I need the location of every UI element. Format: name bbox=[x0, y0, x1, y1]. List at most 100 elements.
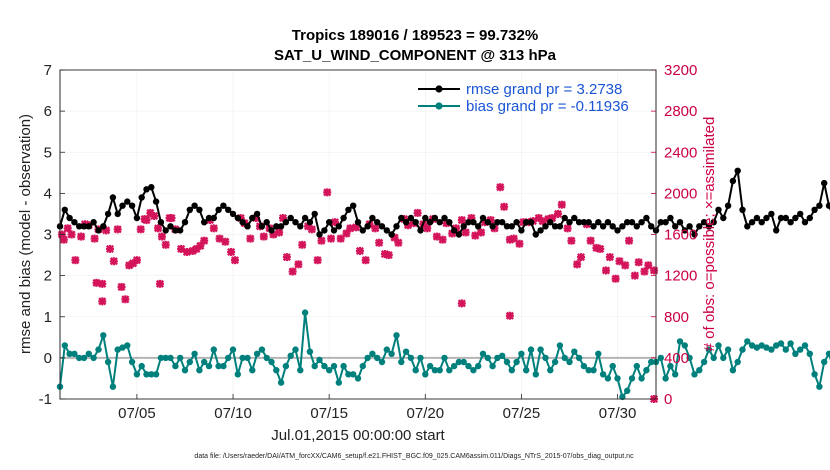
obs-point bbox=[167, 214, 176, 223]
bias-point bbox=[537, 346, 544, 353]
bias-point bbox=[85, 350, 93, 357]
bias-point bbox=[614, 375, 621, 382]
bias-point bbox=[681, 342, 688, 349]
bias-point bbox=[133, 371, 141, 378]
bias-point bbox=[705, 346, 713, 353]
y-right-tick-label: 800 bbox=[664, 309, 689, 326]
rmse-point bbox=[508, 223, 515, 230]
rmse-point bbox=[585, 219, 592, 226]
obs-point bbox=[457, 216, 466, 225]
rmse-point bbox=[710, 219, 717, 226]
bias-point bbox=[311, 362, 318, 370]
obs-point bbox=[109, 257, 118, 266]
bias-point bbox=[148, 371, 155, 378]
obs-point bbox=[471, 231, 480, 240]
obs-point bbox=[461, 228, 470, 237]
obs-point bbox=[313, 256, 322, 265]
bias-point bbox=[753, 344, 761, 351]
rmse-point bbox=[402, 219, 410, 226]
obs-point bbox=[553, 209, 562, 218]
bias-point bbox=[205, 362, 213, 370]
obs-point bbox=[227, 247, 236, 257]
rmse-point bbox=[681, 227, 688, 234]
bias-point bbox=[782, 346, 789, 353]
obs-point bbox=[621, 261, 630, 270]
bias-point bbox=[532, 371, 539, 378]
y-tick-label: 5 bbox=[44, 144, 52, 161]
rmse-point bbox=[556, 223, 564, 230]
y-tick-label: 1 bbox=[44, 309, 52, 326]
bias-point bbox=[676, 338, 684, 345]
bias-point bbox=[316, 356, 323, 364]
bias-point bbox=[196, 367, 203, 374]
obs-point bbox=[136, 225, 145, 234]
rmse-point bbox=[614, 227, 621, 234]
bias-point bbox=[277, 379, 285, 386]
rmse-point bbox=[811, 206, 818, 213]
rmse-point bbox=[729, 177, 737, 185]
obs-point bbox=[142, 216, 151, 225]
bias-point bbox=[604, 375, 612, 382]
rmse-point bbox=[95, 227, 102, 234]
bias-point bbox=[633, 362, 640, 370]
rmse-point bbox=[758, 219, 765, 226]
rmse-point bbox=[417, 227, 424, 234]
y-tick-label: -1 bbox=[39, 391, 52, 408]
bias-point bbox=[758, 342, 765, 349]
y-right-tick-label: 2000 bbox=[664, 185, 697, 202]
bias-point bbox=[80, 354, 88, 362]
rmse-point bbox=[686, 223, 693, 230]
rmse-point bbox=[100, 223, 107, 230]
rmse-point bbox=[825, 202, 830, 209]
rmse-point bbox=[575, 219, 583, 226]
legend: rmse grand pr = 3.2738 bias grand pr = -… bbox=[418, 81, 629, 115]
rmse-point bbox=[479, 214, 487, 222]
rmse-point bbox=[801, 219, 809, 226]
rmse-point bbox=[186, 206, 193, 213]
rmse-point bbox=[287, 214, 294, 222]
rmse-point bbox=[143, 186, 150, 193]
rmse-point bbox=[263, 219, 270, 226]
bias-point bbox=[426, 362, 434, 370]
bias-point bbox=[321, 362, 328, 370]
rmse-point bbox=[662, 219, 669, 226]
obs-point bbox=[355, 246, 364, 255]
rmse-point bbox=[691, 231, 698, 238]
rmse-point bbox=[393, 223, 400, 230]
y-axis-label: rmse and bias (model - observation) bbox=[17, 114, 34, 354]
rmse-point bbox=[76, 223, 83, 230]
bias-point bbox=[229, 346, 237, 353]
rmse-point bbox=[407, 214, 415, 222]
rmse-point bbox=[249, 214, 256, 222]
rmse-point bbox=[104, 210, 112, 218]
rmse-point bbox=[196, 206, 203, 213]
bias-point bbox=[450, 362, 458, 370]
rmse-point bbox=[787, 219, 794, 226]
obs-point bbox=[298, 240, 307, 249]
bias-point bbox=[580, 362, 588, 370]
rmse-point bbox=[277, 223, 285, 230]
rmse-point bbox=[599, 223, 607, 230]
bias-point bbox=[446, 367, 453, 374]
bias-point bbox=[61, 342, 68, 349]
rmse-point bbox=[431, 214, 439, 222]
bias-point bbox=[489, 362, 496, 370]
bias-point bbox=[95, 346, 102, 353]
rmse-point bbox=[739, 206, 746, 213]
rmse-point bbox=[777, 214, 785, 222]
y-right-tick-label: 2800 bbox=[664, 103, 697, 120]
rmse-series bbox=[56, 167, 830, 238]
y-right-tick-label: 1200 bbox=[664, 268, 697, 285]
rmse-point bbox=[85, 223, 93, 230]
rmse-point bbox=[191, 202, 198, 209]
obs-point bbox=[611, 274, 620, 283]
obs-point bbox=[221, 237, 230, 246]
rmse-point bbox=[412, 219, 419, 226]
bias-point bbox=[412, 367, 419, 374]
rmse-point bbox=[499, 219, 506, 226]
bias-point bbox=[729, 367, 737, 374]
bias-point bbox=[720, 354, 727, 362]
rmse-point bbox=[595, 219, 602, 226]
bias-point bbox=[455, 358, 463, 366]
rmse-point bbox=[537, 227, 544, 234]
